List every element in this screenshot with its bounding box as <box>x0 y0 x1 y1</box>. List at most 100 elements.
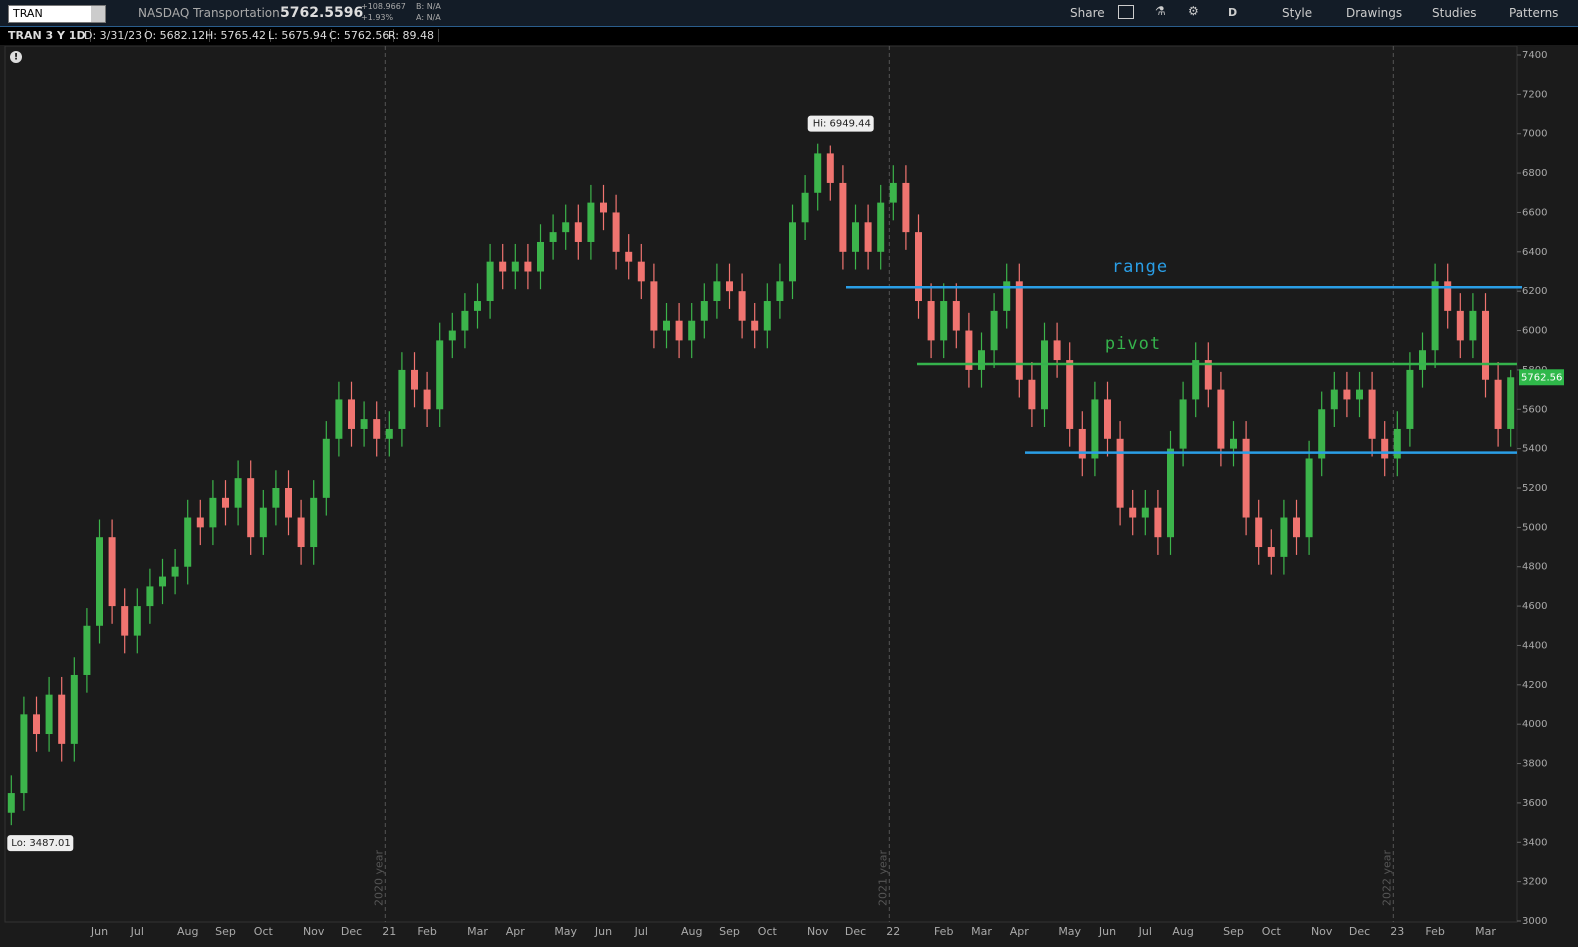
x-tick-label: Jul <box>1138 925 1152 938</box>
candle-body <box>1494 379 1502 429</box>
y-tick-label: 4400 <box>1522 640 1547 651</box>
candle-body <box>398 369 406 429</box>
x-tick-label: Mar <box>1475 925 1496 938</box>
y-tick-label: 7200 <box>1522 89 1547 100</box>
hi-label-box <box>807 115 874 132</box>
x-tick-label: Mar <box>467 925 488 938</box>
candle-body <box>171 566 179 577</box>
x-tick-label: Aug <box>1172 925 1193 938</box>
change-pct: +1.93% <box>361 13 394 22</box>
candle-body <box>549 232 557 242</box>
candle-body <box>1104 399 1111 439</box>
x-tick-label: Sep <box>1223 925 1244 938</box>
candle-body <box>940 301 948 341</box>
candle-body <box>96 537 103 626</box>
settings-button[interactable]: ⚙ <box>1188 4 1199 18</box>
x-tick-label: May <box>554 925 577 938</box>
candle-body <box>184 517 192 567</box>
y-tick-label: 5000 <box>1522 522 1547 533</box>
change: +108.9667 <box>361 2 406 11</box>
drawings-button[interactable]: Drawings <box>1346 6 1403 20</box>
candle-body <box>1028 379 1036 410</box>
candle-body <box>285 488 292 518</box>
patterns-button[interactable]: Patterns <box>1509 6 1559 20</box>
candle-body <box>499 261 507 272</box>
hi-label: Hi: 6949.44 <box>813 119 871 130</box>
x-tick-label: Sep <box>215 925 236 938</box>
candle-body <box>751 320 759 331</box>
x-tick-label: Jul <box>634 925 648 938</box>
chart: ! 3000 3200 3400 3600 3800 4000 4200 4400 4600 48… <box>4 46 1564 938</box>
style-button[interactable]: Style <box>1282 6 1313 20</box>
x-tick-label: Oct <box>254 925 274 938</box>
icon-button[interactable] <box>1118 5 1134 19</box>
x-tick-label: Apr <box>1010 925 1030 938</box>
candle-body <box>1066 360 1074 429</box>
candle-body <box>108 537 116 607</box>
period-button[interactable]: D <box>1228 6 1238 19</box>
candle-body <box>322 438 330 498</box>
y-tick-label: 4000 <box>1522 719 1547 730</box>
candle-body <box>247 478 255 538</box>
candle-body <box>826 153 834 183</box>
candle-body <box>310 497 318 548</box>
symbol: TRAN <box>13 7 43 20</box>
candle-body <box>738 291 746 321</box>
candle-body <box>1091 399 1099 459</box>
x-tick-label: Aug <box>177 925 198 938</box>
y-tick-label: 3600 <box>1522 798 1547 809</box>
candle-body <box>1053 340 1061 361</box>
x-tick-label: Apr <box>506 925 526 938</box>
x-tick-label: Jun <box>594 925 612 938</box>
plot-area <box>4 46 1518 923</box>
y-tick-label: 4200 <box>1522 680 1547 691</box>
candle-body <box>70 674 78 744</box>
x-tick-label: 22 <box>886 925 900 938</box>
y-tick-label: 6200 <box>1522 286 1547 297</box>
level-label: range <box>1112 257 1168 277</box>
candle-body <box>675 320 683 341</box>
studies-button[interactable]: Studies <box>1432 6 1477 20</box>
candle-body <box>234 478 242 508</box>
candle-body <box>600 202 607 213</box>
candle-body <box>1204 360 1212 390</box>
x-tick-label: Oct <box>1262 925 1282 938</box>
candle-body <box>1280 517 1288 557</box>
candle-body <box>1141 507 1149 518</box>
share-button[interactable]: Share <box>1070 6 1105 20</box>
candle-body <box>411 369 418 390</box>
candle-body <box>650 281 658 331</box>
candle-body <box>713 281 721 302</box>
alert-icon[interactable] <box>10 51 22 63</box>
candle-body <box>1217 389 1225 449</box>
candle-body <box>763 301 771 331</box>
candle-body <box>1393 428 1401 459</box>
x-tick-label: Dec <box>845 925 866 938</box>
candle-body <box>952 301 960 331</box>
candle-body <box>7 793 15 813</box>
candle-body <box>1456 310 1464 341</box>
symbol-input[interactable]: TRAN <box>8 5 106 23</box>
candle-body <box>1293 517 1300 538</box>
dropdown[interactable] <box>91 6 105 22</box>
instrument-name: NASDAQ Transportation <box>138 6 280 20</box>
price-tag-label: 5762.56 <box>1521 372 1562 383</box>
icon-button[interactable]: ⚗ <box>1155 4 1166 18</box>
x-tick-label: Mar <box>971 925 992 938</box>
x-tick-label: Dec <box>1349 925 1370 938</box>
candle-body <box>726 281 733 292</box>
candle-body <box>373 419 381 439</box>
info: H: 5765.42 <box>201 29 271 42</box>
candle-body <box>436 340 444 410</box>
candle-body <box>335 399 343 439</box>
y-tick-label: 7000 <box>1522 129 1547 140</box>
candle-body <box>587 202 595 242</box>
candle-body <box>637 261 645 282</box>
x-tick-label: Dec <box>341 925 362 938</box>
candle-body <box>965 330 973 370</box>
candle-body <box>1078 428 1086 459</box>
y-tick-label: 5200 <box>1522 483 1547 494</box>
candle-body <box>700 301 708 321</box>
candle-body <box>864 222 872 252</box>
candle-body <box>1356 389 1363 400</box>
